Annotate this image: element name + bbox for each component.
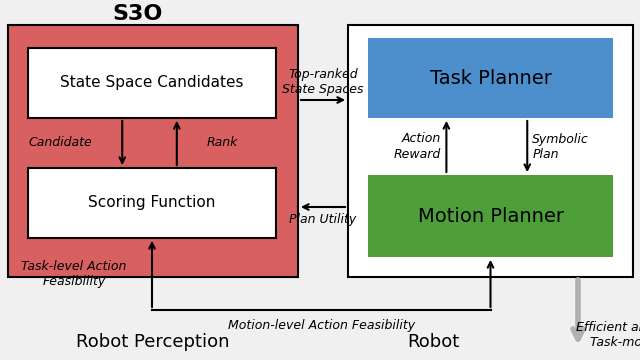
Text: Rank: Rank (207, 136, 238, 149)
Bar (348, 25, 633, 277)
Text: Top-ranked
State Spaces: Top-ranked State Spaces (282, 68, 364, 96)
Bar (368, 38, 613, 118)
Bar (28, 168, 276, 238)
Text: Task Planner: Task Planner (429, 68, 552, 87)
Text: S3O: S3O (113, 4, 163, 24)
Bar (368, 175, 613, 257)
Bar (8, 25, 298, 277)
Text: Action
Reward: Action Reward (394, 132, 442, 161)
Text: Candidate: Candidate (29, 136, 92, 149)
Text: Efficient and Feasible
Task-motion Plan: Efficient and Feasible Task-motion Plan (576, 321, 640, 349)
Text: State Space Candidates: State Space Candidates (60, 76, 244, 90)
Text: Motion-level Action Feasibility: Motion-level Action Feasibility (228, 320, 415, 333)
Text: Scoring Function: Scoring Function (88, 195, 216, 211)
Bar (8, 25, 298, 277)
Text: Plan Utility: Plan Utility (289, 213, 356, 226)
Text: Motion Planner: Motion Planner (417, 207, 563, 225)
Text: Symbolic
Plan: Symbolic Plan (532, 132, 589, 161)
Text: Robot Perception: Robot Perception (76, 333, 230, 351)
Bar (28, 48, 276, 118)
Text: Task-level Action
Feasibility: Task-level Action Feasibility (21, 260, 127, 288)
Text: Robot: Robot (408, 333, 460, 351)
